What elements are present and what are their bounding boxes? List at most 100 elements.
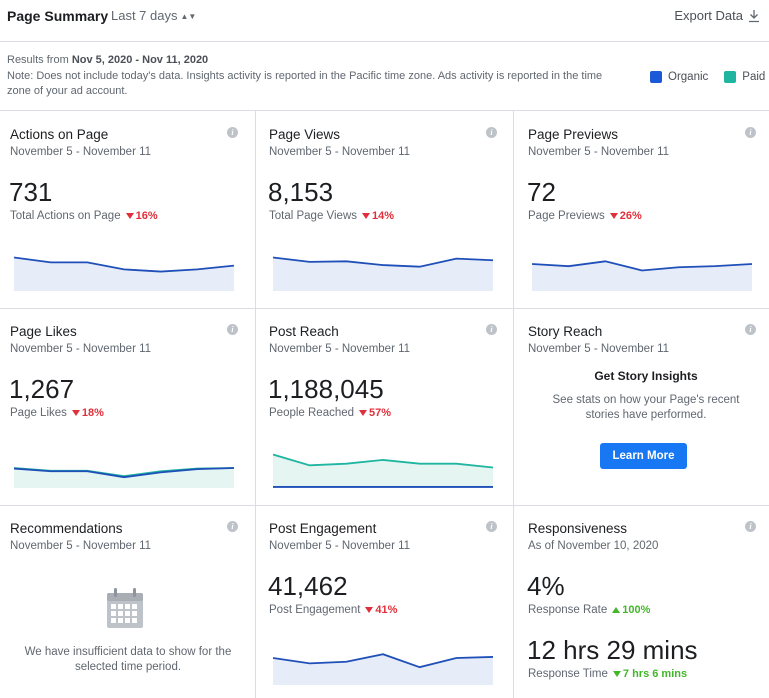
card-date-range: November 5 - November 11: [269, 146, 411, 158]
change-value: 57%: [369, 407, 392, 419]
organic-series-area: [14, 257, 234, 291]
card-recommendations[interactable]: Recommendations November 5 - November 11…: [0, 505, 256, 698]
change-badge: 41%: [365, 604, 397, 616]
metric-label: Page Previews: [528, 210, 605, 222]
divider: [0, 308, 769, 309]
info-icon[interactable]: i: [745, 324, 756, 335]
card-actions-on-page[interactable]: Actions on Page November 5 - November 11…: [0, 111, 256, 308]
sparkline-chart: [14, 256, 234, 291]
metric-label: Total Page Views: [269, 210, 358, 222]
metric-label-row: Page Previews 26%: [528, 210, 642, 222]
info-icon[interactable]: i: [486, 521, 497, 532]
export-data-button[interactable]: Export Data: [674, 8, 760, 23]
down-arrow-icon: [365, 607, 374, 613]
change-badge: 100%: [612, 604, 650, 616]
summary-grid: Actions on Page November 5 - November 11…: [0, 110, 769, 698]
down-arrow-icon: [612, 671, 621, 677]
metric-label: Total Actions on Page: [10, 210, 121, 222]
card-date-range: November 5 - November 11: [10, 343, 152, 355]
metric-value: 1,188,045: [268, 374, 384, 404]
card-post-engagement[interactable]: Post Engagement November 5 - November 11…: [259, 505, 515, 698]
metric-label-row: Post Engagement 41%: [269, 604, 397, 616]
metric-value: 1,267: [9, 374, 75, 404]
divider: [513, 111, 514, 698]
page-title: Page Summary: [7, 8, 109, 24]
change-value: 16%: [135, 210, 158, 222]
calendar-icon: [107, 588, 143, 628]
legend: Organic Paid: [650, 71, 765, 83]
card-title: Page Views: [269, 127, 341, 142]
organic-series-line: [273, 653, 493, 669]
card-title: Recommendations: [10, 521, 123, 536]
insufficient-data-text: We have insufficient data to show for th…: [24, 646, 232, 673]
metric-label: People Reached: [269, 407, 355, 419]
legend-label-paid: Paid: [742, 71, 766, 83]
card-page-likes[interactable]: Page Likes November 5 - November 11 i 1,…: [0, 308, 256, 505]
paid-swatch: [724, 71, 737, 83]
divider: [0, 505, 769, 506]
down-arrow-icon: [125, 213, 134, 219]
date-range-selector[interactable]: Last 7 days ▲▼: [111, 8, 196, 23]
card-responsiveness[interactable]: Responsiveness As of November 10, 2020 i…: [518, 505, 769, 698]
info-icon[interactable]: i: [486, 127, 497, 138]
divider: [255, 111, 256, 698]
legend-item-paid: Paid: [724, 71, 765, 83]
metric-value: 41,462: [268, 571, 348, 601]
change-badge: 26%: [609, 210, 642, 222]
organic-series-area: [532, 261, 752, 291]
header: Page Summary Last 7 days ▲▼ Export Data: [0, 0, 769, 42]
card-story-reach[interactable]: Story Reach November 5 - November 11 i G…: [518, 308, 769, 505]
card-date-range: As of November 10, 2020: [528, 540, 659, 552]
response-time-label: Response Time: [528, 668, 608, 680]
down-arrow-icon: [609, 213, 618, 219]
date-range-label: Last 7 days: [111, 8, 178, 23]
card-page-views[interactable]: Page Views November 5 - November 11 i 8,…: [259, 111, 515, 308]
metric-value: 72: [527, 177, 556, 207]
info-icon[interactable]: i: [486, 324, 497, 335]
change-badge: 57%: [359, 407, 391, 419]
down-arrow-icon: [71, 410, 80, 416]
legend-item-organic: Organic: [650, 71, 708, 83]
date-note: Results from Nov 5, 2020 - Nov 11, 2020 …: [7, 53, 617, 100]
story-insights-heading: Get Story Insights: [594, 369, 698, 383]
change-value: 18%: [81, 407, 104, 419]
legend-label-organic: Organic: [668, 71, 709, 83]
organic-series-area: [273, 654, 493, 685]
info-icon[interactable]: i: [745, 127, 756, 138]
response-time-value: 12 hrs 29 mins: [527, 635, 698, 665]
results-prefix: Results from: [7, 54, 69, 66]
info-icon[interactable]: i: [745, 521, 756, 532]
info-icon[interactable]: i: [227, 127, 238, 138]
organic-series-line: [14, 467, 234, 479]
paid-series-area: [273, 454, 493, 488]
card-title: Actions on Page: [10, 127, 109, 142]
metric-label: Page Likes: [10, 407, 67, 419]
card-title: Story Reach: [528, 324, 603, 339]
card-page-previews[interactable]: Page Previews November 5 - November 11 i…: [518, 111, 769, 308]
results-range-line: Results from Nov 5, 2020 - Nov 11, 2020: [7, 53, 617, 69]
change-value: 100%: [622, 604, 651, 616]
card-date-range: November 5 - November 11: [528, 146, 670, 158]
change-value: 41%: [375, 604, 398, 616]
info-icon[interactable]: i: [227, 324, 238, 335]
card-date-range: November 5 - November 11: [269, 343, 411, 355]
organic-series-area: [273, 257, 493, 291]
organic-series-line: [14, 256, 234, 273]
change-badge: 16%: [125, 210, 158, 222]
down-arrow-icon: [359, 410, 368, 416]
card-date-range: November 5 - November 11: [528, 343, 670, 355]
card-date-range: November 5 - November 11: [10, 540, 152, 552]
change-value: 7 hrs 6 mins: [622, 668, 688, 680]
info-icon[interactable]: i: [227, 521, 238, 532]
card-post-reach[interactable]: Post Reach November 5 - November 11 i 1,…: [259, 308, 515, 505]
paid-series-line: [273, 453, 493, 469]
response-rate-label: Response Rate: [528, 604, 608, 616]
organic-swatch: [650, 71, 662, 83]
metric-label-row: Page Likes 18%: [10, 407, 104, 419]
down-arrow-icon: [362, 213, 371, 219]
card-title: Post Engagement: [269, 521, 377, 536]
metric-value: 731: [9, 177, 53, 207]
learn-more-button[interactable]: Learn More: [600, 443, 687, 469]
export-data-label: Export Data: [674, 8, 743, 23]
sparkline-chart: [273, 653, 493, 685]
